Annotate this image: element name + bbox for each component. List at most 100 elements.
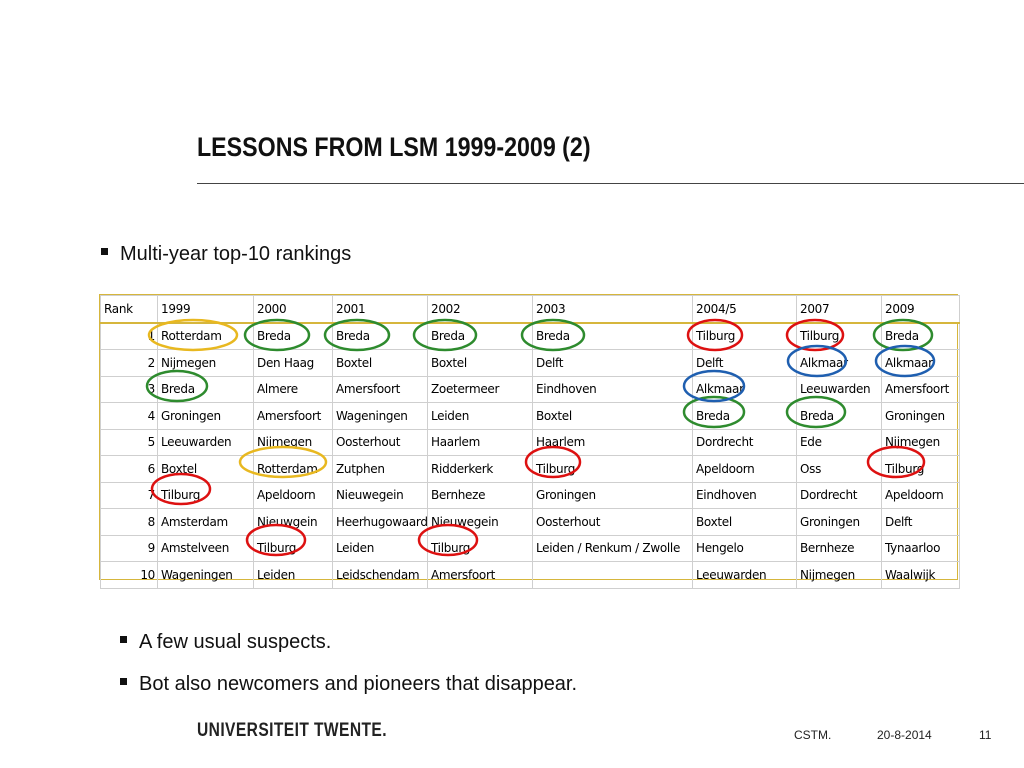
city-cell: Wageningen bbox=[332, 402, 428, 430]
city-cell: Nieuwegein bbox=[427, 508, 533, 536]
header-2001: 2001 bbox=[332, 295, 428, 324]
city-cell: Haarlem bbox=[427, 428, 533, 456]
table-row: 7 Tilburg Apeldoorn Nieuwegein Bernheze Groni… bbox=[100, 481, 960, 509]
city-cell: Apeldoorn bbox=[253, 481, 333, 509]
city-cell bbox=[532, 561, 693, 589]
header-2009: 2009 bbox=[881, 295, 960, 324]
city-cell: Breda bbox=[253, 322, 333, 350]
footer-date: 20-8-2014 bbox=[877, 728, 932, 742]
city-cell: Leeuwarden bbox=[796, 375, 882, 403]
sub-bullet-2-text: Bot also newcomers and pioneers that dis… bbox=[139, 673, 578, 695]
city-cell: Haarlem bbox=[532, 428, 693, 456]
city-cell: Breda bbox=[427, 322, 533, 350]
city-cell: Leidschendam bbox=[332, 561, 428, 589]
header-2000: 2000 bbox=[253, 295, 333, 324]
header-2004-5: 2004/5 bbox=[692, 295, 797, 324]
city-cell: Nijmegen bbox=[881, 428, 960, 456]
city-cell: Tilburg bbox=[157, 481, 254, 509]
rankings-grid: Rank 1999 2000 2001 2002 2003 2004/5 200… bbox=[100, 295, 960, 589]
header-2007: 2007 bbox=[796, 295, 882, 324]
city-cell: Apeldoorn bbox=[881, 481, 960, 509]
page-number: 11 bbox=[979, 728, 992, 742]
university-logo: UNIVERSITEIT TWENTE. bbox=[197, 720, 387, 741]
city-cell: Leeuwarden bbox=[692, 561, 797, 589]
city-cell: Leiden / Renkum / Zwolle bbox=[532, 534, 693, 562]
table-row: 9 Amstelveen Tilburg Leiden Tilburg Leiden / … bbox=[100, 534, 960, 562]
city-cell: Delft bbox=[881, 508, 960, 536]
city-cell: Eindhoven bbox=[532, 375, 693, 403]
rank-cell: 8 bbox=[100, 508, 158, 536]
city-cell: Bernheze bbox=[427, 481, 533, 509]
city-cell: Ridderkerk bbox=[427, 455, 533, 483]
city-cell: Boxtel bbox=[332, 349, 428, 377]
city-cell: Breda bbox=[157, 375, 254, 403]
city-cell: Boxtel bbox=[692, 508, 797, 536]
city-cell: Oss bbox=[796, 455, 882, 483]
city-cell: Tynaarloo bbox=[881, 534, 960, 562]
city-cell: Apeldoorn bbox=[692, 455, 797, 483]
rank-cell: 5 bbox=[100, 428, 158, 456]
city-cell: Tilburg bbox=[253, 534, 333, 562]
city-cell: Amersfoort bbox=[881, 375, 960, 403]
bullet-square-icon bbox=[101, 248, 108, 256]
table-row: 1 Rotterdam Breda Breda Breda Breda Tilburg Til… bbox=[100, 322, 960, 350]
city-cell: Rotterdam bbox=[253, 455, 333, 483]
rank-cell: 2 bbox=[100, 349, 158, 377]
city-cell: Breda bbox=[532, 322, 693, 350]
sub-bullet-1: A few usual suspects. bbox=[120, 631, 331, 654]
table-row: 5 Leeuwarden Nijmegen Oosterhout Haarlem Haar… bbox=[100, 428, 960, 456]
bullet-square-icon bbox=[120, 678, 127, 686]
city-cell: Breda bbox=[796, 402, 882, 430]
header-2002: 2002 bbox=[427, 295, 533, 324]
city-cell: Heerhugowaard bbox=[332, 508, 428, 536]
city-cell: Rotterdam bbox=[157, 322, 254, 350]
city-cell: Waalwijk bbox=[881, 561, 960, 589]
city-cell: Tilburg bbox=[532, 455, 693, 483]
city-cell: Amersfoort bbox=[253, 402, 333, 430]
city-cell: Tilburg bbox=[796, 322, 882, 350]
bullet-main-text: Multi-year top-10 rankings bbox=[120, 243, 352, 265]
city-cell: Leeuwarden bbox=[157, 428, 254, 456]
city-cell: Leiden bbox=[253, 561, 333, 589]
city-cell: Ede bbox=[796, 428, 882, 456]
header-1999: 1999 bbox=[157, 295, 254, 324]
city-cell: Nieuwgein bbox=[253, 508, 333, 536]
table-row: 4 Groningen Amersfoort Wageningen Leiden Boxt… bbox=[100, 402, 960, 430]
city-cell: Alkmaar bbox=[692, 375, 797, 403]
city-cell: Leiden bbox=[332, 534, 428, 562]
city-cell: Amersfoort bbox=[332, 375, 428, 403]
city-cell: Groningen bbox=[881, 402, 960, 430]
city-cell: Oosterhout bbox=[532, 508, 693, 536]
city-cell: Breda bbox=[881, 322, 960, 350]
table-header-row: Rank 1999 2000 2001 2002 2003 2004/5 200… bbox=[100, 295, 960, 324]
city-cell: Amsterdam bbox=[157, 508, 254, 536]
header-rank: Rank bbox=[100, 295, 158, 324]
city-cell: Tilburg bbox=[427, 534, 533, 562]
slide-title: LESSONS FROM LSM 1999-2009 (2) bbox=[197, 132, 591, 162]
city-cell: Dordrecht bbox=[796, 481, 882, 509]
city-cell: Nijmegen bbox=[157, 349, 254, 377]
city-cell: Alkmaar bbox=[796, 349, 882, 377]
city-cell: Nieuwegein bbox=[332, 481, 428, 509]
rank-cell: 10 bbox=[100, 561, 158, 589]
city-cell: Breda bbox=[692, 402, 797, 430]
rank-cell: 1 bbox=[100, 322, 158, 350]
rank-cell: 4 bbox=[100, 402, 158, 430]
city-cell: Breda bbox=[332, 322, 428, 350]
city-cell: Wageningen bbox=[157, 561, 254, 589]
rank-cell: 9 bbox=[100, 534, 158, 562]
city-cell: Groningen bbox=[532, 481, 693, 509]
rank-cell: 3 bbox=[100, 375, 158, 403]
city-cell: Boxtel bbox=[532, 402, 693, 430]
bullet-square-icon bbox=[120, 636, 127, 644]
city-cell: Boxtel bbox=[427, 349, 533, 377]
header-2003: 2003 bbox=[532, 295, 693, 324]
city-cell: Eindhoven bbox=[692, 481, 797, 509]
city-cell: Oosterhout bbox=[332, 428, 428, 456]
city-cell: Bernheze bbox=[796, 534, 882, 562]
sub-bullet-2: Bot also newcomers and pioneers that dis… bbox=[120, 673, 577, 696]
table-row: 8 Amsterdam Nieuwgein Heerhugowaard Nieuwege… bbox=[100, 508, 960, 536]
city-cell: Groningen bbox=[796, 508, 882, 536]
table-row: 2 Nijmegen Den Haag Boxtel Boxtel Delft Delft A… bbox=[100, 349, 960, 377]
city-cell: Den Haag bbox=[253, 349, 333, 377]
